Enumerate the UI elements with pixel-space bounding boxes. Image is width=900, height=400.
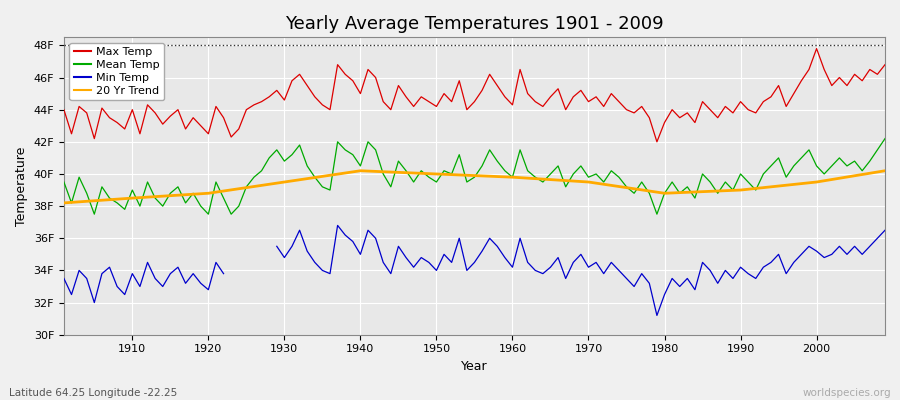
Legend: Max Temp, Mean Temp, Min Temp, 20 Yr Trend: Max Temp, Mean Temp, Min Temp, 20 Yr Tre…	[69, 43, 164, 100]
Y-axis label: Temperature: Temperature	[15, 146, 28, 226]
Title: Yearly Average Temperatures 1901 - 2009: Yearly Average Temperatures 1901 - 2009	[285, 15, 664, 33]
X-axis label: Year: Year	[461, 360, 488, 373]
Text: Latitude 64.25 Longitude -22.25: Latitude 64.25 Longitude -22.25	[9, 388, 177, 398]
Text: worldspecies.org: worldspecies.org	[803, 388, 891, 398]
